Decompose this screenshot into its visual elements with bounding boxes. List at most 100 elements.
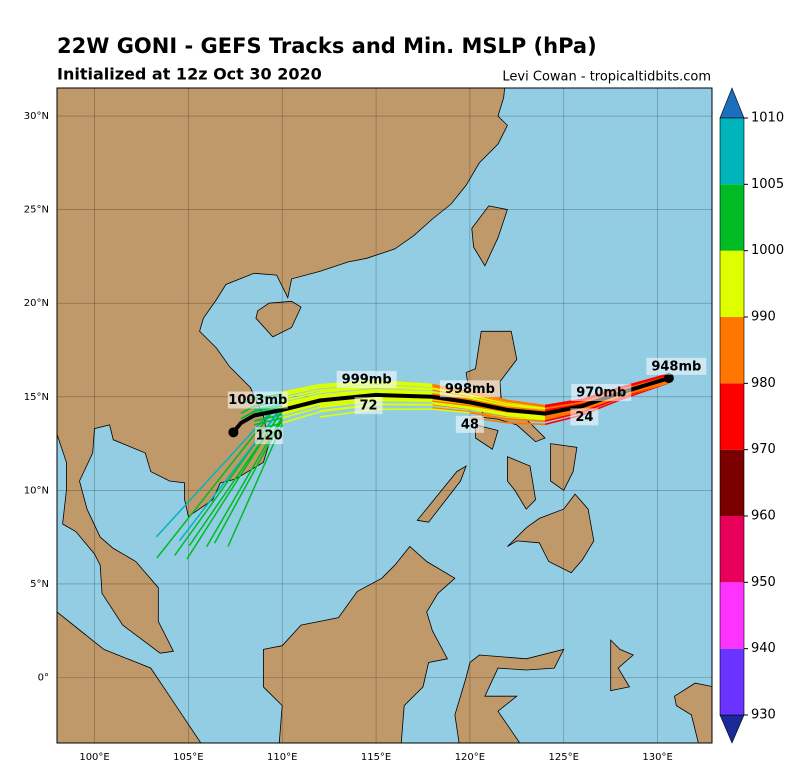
x-tick-label: 110°E	[267, 752, 297, 763]
colorbar-frame	[719, 117, 745, 716]
colorbar-tick-label: 950	[751, 575, 776, 590]
member-track-segment	[282, 403, 320, 416]
landmass	[506, 456, 537, 510]
colorbar-bin	[720, 317, 744, 384]
member-track-segment	[507, 403, 546, 410]
y-tick-label: 5°N	[30, 579, 49, 590]
member-track-segment	[282, 391, 320, 402]
landmass	[416, 465, 467, 523]
member-track-segment	[282, 402, 320, 414]
member-track-segment	[507, 413, 546, 419]
colorbar-bin	[720, 118, 744, 185]
member-track-segment	[282, 394, 320, 406]
member-track-segment	[240, 410, 255, 420]
pressure-label: 998mb	[445, 382, 495, 397]
landmass	[471, 205, 508, 267]
colorbar-tick-label: 960	[751, 509, 776, 524]
colorbar-bin	[720, 449, 744, 516]
member-track-segment	[469, 396, 508, 408]
member-track-segment	[507, 412, 546, 418]
label-box	[646, 357, 707, 375]
member-track-segment	[507, 421, 546, 426]
member-track-segment	[253, 413, 283, 422]
member-track-segment	[469, 406, 508, 416]
pressure-label: 999mb	[342, 372, 392, 387]
colorbar-bin	[720, 383, 744, 450]
member-track-segment	[507, 406, 546, 412]
colorbar-tick-label: 970	[751, 442, 776, 457]
label-box	[336, 370, 397, 388]
member-track-segment	[253, 417, 283, 426]
label-box	[571, 384, 632, 402]
member-track-segment	[544, 401, 583, 410]
colorbar-tick-label: 1010	[751, 111, 784, 126]
y-tick-label: 20°N	[24, 298, 49, 309]
hour-label: 48	[461, 417, 479, 432]
member-track-segment	[507, 417, 546, 422]
label-box	[455, 415, 484, 433]
credit: Levi Cowan - tropicaltidbits.com	[502, 70, 711, 85]
map-frame	[56, 87, 713, 744]
landmass	[262, 545, 456, 743]
landmass	[255, 300, 302, 338]
colorbar-bin	[720, 582, 744, 649]
member-track-segment	[376, 403, 433, 406]
colorbar-bin	[720, 648, 744, 715]
landmass	[550, 443, 578, 491]
member-track-segment	[282, 383, 320, 394]
hour-label: 24	[575, 410, 593, 425]
colorbar-tick-label: 1000	[751, 243, 784, 258]
member-track-segment	[156, 399, 283, 559]
x-tick-label: 100°E	[79, 752, 109, 763]
member-track-segment	[469, 411, 508, 420]
landmass	[610, 639, 634, 692]
colorbar-bin	[720, 516, 744, 583]
member-track-segment	[319, 389, 377, 397]
member-track-segment	[282, 386, 320, 397]
landmass	[674, 682, 712, 743]
member-track-segment	[376, 396, 433, 400]
member-track-segment	[544, 400, 583, 408]
label-box	[354, 397, 383, 415]
member-track-segment	[432, 400, 470, 407]
member-track-segment	[507, 400, 546, 408]
colorbar-tick-label: 930	[751, 708, 776, 723]
track-point	[663, 373, 674, 384]
member-track-segment	[544, 402, 583, 412]
landmass	[57, 88, 508, 654]
colorbar-under	[719, 714, 745, 744]
x-tick-label: 130°E	[642, 752, 672, 763]
label-box	[570, 408, 599, 426]
y-tick-label: 25°N	[24, 205, 49, 216]
hour-label: 120	[256, 429, 283, 444]
member-track-segment	[282, 397, 320, 409]
colorbar-tick-label: 980	[751, 376, 776, 391]
landmass	[507, 493, 595, 574]
member-track-segment	[376, 399, 433, 402]
colorbar-tick-label: 1005	[751, 177, 784, 192]
member-track-segment	[469, 404, 508, 413]
member-track-segment	[469, 399, 508, 408]
landmass	[454, 648, 565, 743]
x-tick-label: 105°E	[173, 752, 203, 763]
label-box	[255, 427, 284, 445]
mean-track	[231, 376, 670, 434]
y-tick-label: 10°N	[24, 485, 49, 496]
member-track-segment	[376, 391, 433, 396]
label-box	[227, 391, 288, 409]
colorbar-over	[719, 87, 745, 119]
y-tick-label: 30°N	[24, 111, 49, 122]
member-track-segment	[282, 385, 320, 395]
colorbar-tick-label: 940	[751, 641, 776, 656]
member-track-segment	[281, 406, 320, 419]
y-tick-label: 0°	[38, 673, 49, 684]
member-track-segment	[432, 402, 470, 410]
label-box	[439, 380, 500, 398]
member-track-segment	[319, 389, 377, 398]
x-tick-label: 115°E	[361, 752, 391, 763]
member-track-segment	[282, 389, 320, 400]
member-track-segment	[319, 391, 377, 400]
landmass	[57, 611, 202, 743]
colorbar-tick-label: 990	[751, 310, 776, 325]
